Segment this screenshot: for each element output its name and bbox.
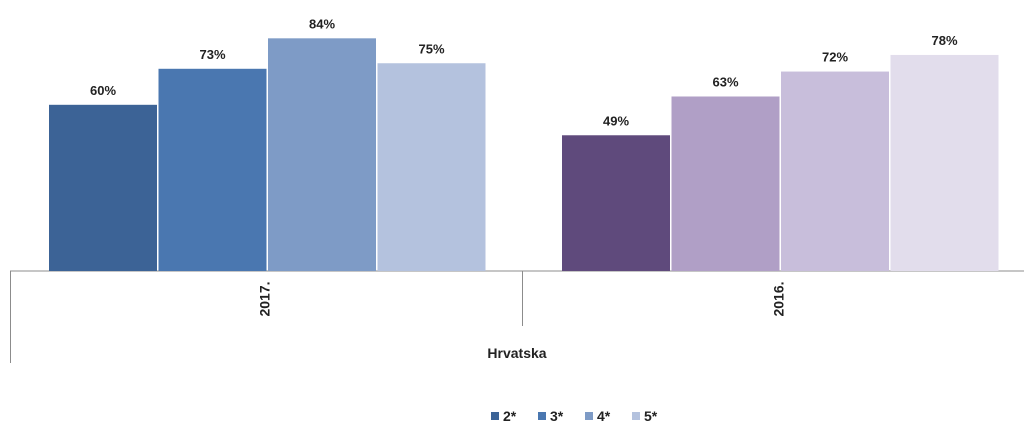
data-label-2017-3star: 73% (199, 47, 225, 62)
bar-2017-5star (377, 63, 486, 271)
legend-swatch-3star (538, 412, 546, 420)
data-label-2017-5star: 75% (418, 41, 444, 56)
bar-2017-4star (268, 38, 376, 271)
group-label-2016: 2016. (771, 281, 787, 316)
bar-2017-3star (158, 68, 267, 271)
bar-2017-2star (49, 104, 157, 271)
bar-2016-5star (890, 54, 999, 271)
legend-label-4star: 4* (597, 408, 611, 424)
data-label-2016-2star: 49% (603, 113, 629, 128)
legend-swatch-5star (632, 412, 640, 420)
bar-2016-2star (562, 135, 670, 271)
data-label-2016-3star: 63% (712, 74, 738, 89)
data-label-2016-4star: 72% (822, 50, 848, 65)
bar-2016-3star (671, 96, 780, 272)
data-label-2017-4star: 84% (309, 16, 335, 31)
legend-swatch-4star (585, 412, 593, 420)
data-label-2017-2star: 60% (90, 83, 116, 98)
legend-label-3star: 3* (550, 408, 564, 424)
group-label-2017: 2017. (257, 281, 273, 316)
legend-label-5star: 5* (644, 408, 658, 424)
value-labels: 60% 73% 84% 75% 49% 63% 72% 78% (90, 16, 958, 128)
bar-2016-4star (781, 71, 889, 271)
data-label-2016-5star: 78% (931, 33, 957, 48)
bars (49, 38, 999, 272)
category-label: Hrvatska (487, 345, 546, 361)
group-labels: 2017. 2016. (257, 281, 787, 316)
legend-label-2star: 2* (503, 408, 517, 424)
legend: 2* 3* 4* 5* (491, 408, 658, 424)
legend-swatch-2star (491, 412, 499, 420)
